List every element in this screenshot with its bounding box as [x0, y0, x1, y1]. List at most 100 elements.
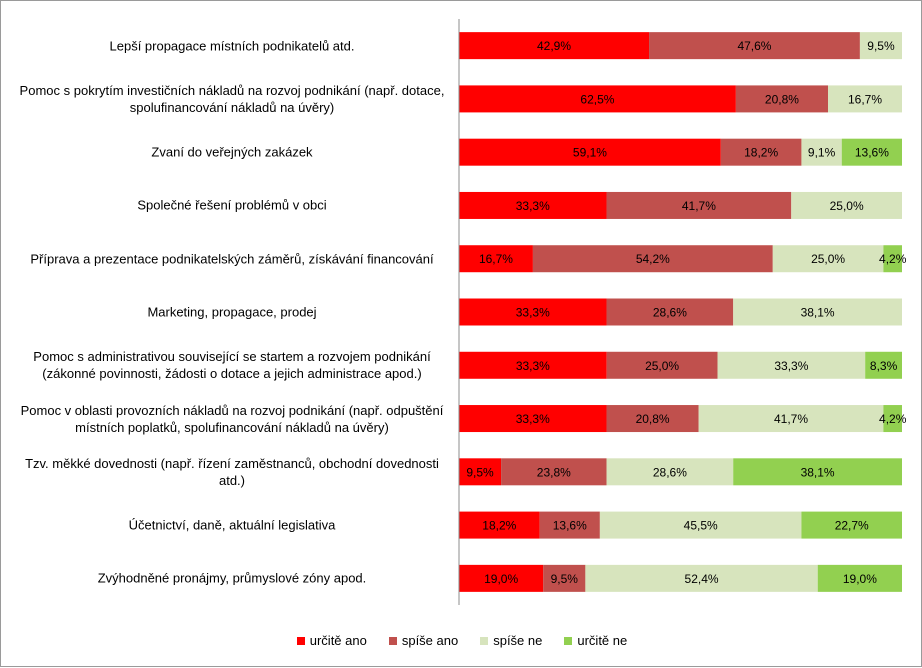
data-label: 8,3%: [870, 359, 898, 373]
data-label: 13,6%: [553, 519, 587, 533]
legend-label: určitě ne: [577, 633, 628, 648]
bar-segment: [735, 85, 829, 113]
category-label: Marketing, propagace, prodej: [13, 304, 451, 321]
bar-segment: [698, 405, 884, 433]
legend-item: určitě ne: [564, 633, 627, 648]
data-label: 38,1%: [801, 306, 835, 320]
bar-segment: [817, 564, 902, 592]
category-label: Zvaní do veřejných zakázek: [13, 144, 451, 161]
data-label: 25,0%: [811, 252, 845, 266]
data-label: 20,8%: [636, 412, 670, 426]
data-label: 9,5%: [466, 465, 494, 479]
data-label: 18,2%: [482, 519, 516, 533]
data-label: 33,3%: [516, 306, 550, 320]
category-label-line: (zákonné povinnosti, žádosti o dotace a …: [42, 366, 422, 382]
data-label: 13,6%: [855, 146, 889, 160]
data-label: 62,5%: [580, 92, 614, 106]
data-label: 28,6%: [653, 465, 687, 479]
data-label: 33,3%: [516, 412, 550, 426]
category-label-line: atd.): [218, 472, 245, 488]
data-label: 9,5%: [551, 572, 579, 586]
legend-swatch: [564, 636, 573, 645]
data-label: 42,9%: [537, 39, 571, 53]
legend-item: určitě ano: [296, 633, 367, 648]
bar-segment: [717, 351, 866, 379]
category-label: Pomoc s pokrytím investičních nákladů na…: [13, 82, 451, 116]
category-label-line: Pomoc s administrativou související se s…: [33, 349, 431, 365]
data-label: 22,7%: [835, 519, 869, 533]
bar-segment: [459, 191, 607, 219]
category-label: Příprava a prezentace podnikatelských zá…: [13, 250, 451, 267]
legend-label: spíše ano: [401, 633, 459, 648]
data-label: 33,3%: [516, 199, 550, 213]
data-label: 19,0%: [484, 572, 518, 586]
category-label: Tzv. měkké dovednosti (např. řízení zamě…: [13, 455, 451, 489]
bar-segment: [459, 85, 736, 113]
bar-segment: [459, 351, 607, 379]
bar-segment: [801, 138, 842, 166]
category-label-line: místních poplatků, spolufinancování nákl…: [75, 419, 389, 435]
data-label: 33,3%: [774, 359, 808, 373]
bar-segment: [883, 245, 902, 273]
data-label: 4,2%: [879, 252, 907, 266]
legend-swatch: [388, 636, 397, 645]
data-label: 59,1%: [573, 146, 607, 160]
data-label: 16,7%: [479, 252, 513, 266]
category-label: Lepší propagace místních podnikatelů atd…: [13, 37, 451, 54]
bar-segment: [599, 511, 802, 539]
bar-segment: [733, 298, 902, 326]
bar-segment: [459, 405, 607, 433]
bar-segment: [459, 564, 544, 592]
legend: určitě ano spíše ano spíše ne určitě ne: [1, 633, 922, 648]
data-label: 4,2%: [879, 412, 907, 426]
data-label: 33,3%: [516, 359, 550, 373]
data-label: 9,5%: [867, 39, 895, 53]
data-label: 20,8%: [765, 92, 799, 106]
bar-segment: [772, 245, 884, 273]
category-label: Zvýhodněné pronájmy, průmyslové zóny apo…: [13, 570, 451, 587]
bar-segment: [791, 191, 902, 219]
category-label-line: Pomoc v oblasti provozních nákladů na ro…: [20, 402, 444, 418]
bar-segment: [459, 245, 533, 273]
legend-item: spíše ano: [388, 633, 459, 648]
bar-segment: [585, 564, 818, 592]
data-label: 25,0%: [830, 199, 864, 213]
category-label-line: Lepší propagace místních podnikatelů atd…: [109, 38, 355, 54]
bar-segment: [459, 458, 502, 486]
bar-segment: [606, 351, 718, 379]
bar-segment: [532, 245, 773, 273]
bar-segment: [733, 458, 902, 486]
category-label-line: Zvaní do veřejných zakázek: [151, 144, 313, 160]
category-label-line: Příprava a prezentace podnikatelských zá…: [30, 251, 434, 267]
category-label-line: Marketing, propagace, prodej: [147, 304, 317, 320]
category-label-line: Společné řešení problémů v obci: [137, 197, 327, 213]
bar-segment: [883, 405, 902, 433]
bar-segment: [501, 458, 607, 486]
category-label-line: spolufinancování nákladů na úvěry): [129, 99, 335, 115]
category-label-line: Účetnictví, daně, aktuální legislativa: [128, 517, 336, 533]
category-label: Pomoc v oblasti provozních nákladů na ro…: [13, 402, 451, 436]
bar-segment: [539, 511, 600, 539]
data-label: 47,6%: [737, 39, 771, 53]
data-label: 41,7%: [774, 412, 808, 426]
data-label: 23,8%: [537, 465, 571, 479]
data-label: 45,5%: [684, 519, 718, 533]
bar-segment: [606, 298, 734, 326]
data-label: 25,0%: [645, 359, 679, 373]
category-label: Účetnictví, daně, aktuální legislativa: [13, 517, 451, 534]
bar-segment: [606, 405, 699, 433]
legend-label: spíše ne: [493, 633, 543, 648]
data-label: 19,0%: [843, 572, 877, 586]
legend-swatch: [296, 636, 305, 645]
bar-segment: [865, 351, 902, 379]
bar-segment: [606, 458, 734, 486]
legend-swatch: [480, 636, 489, 645]
data-label: 16,7%: [848, 92, 882, 106]
bar-segment: [459, 138, 721, 166]
data-label: 18,2%: [744, 146, 778, 160]
category-label-line: Pomoc s pokrytím investičních nákladů na…: [19, 82, 445, 98]
data-label: 28,6%: [653, 306, 687, 320]
bar-segment: [649, 32, 860, 60]
